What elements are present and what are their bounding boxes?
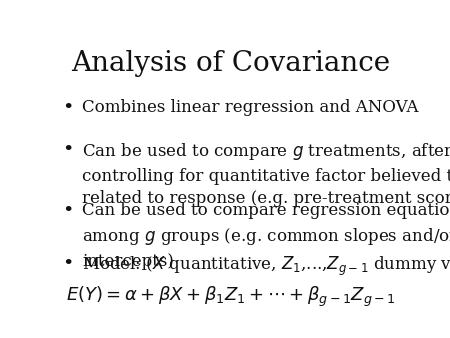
Text: •: •	[63, 202, 74, 220]
Text: Model: ($X$ quantitative, $Z_1$,...,$Z_{g-1}$ dummy variables): Model: ($X$ quantitative, $Z_1$,...,$Z_{…	[82, 255, 450, 279]
Text: •: •	[63, 99, 74, 117]
Text: $E(Y) = \alpha + \beta X + \beta_1 Z_1 + \cdots + \beta_{g-1} Z_{g-1}$: $E(Y) = \alpha + \beta X + \beta_1 Z_1 +…	[66, 285, 396, 309]
Text: •: •	[63, 141, 74, 159]
Text: Can be used to compare $g$ treatments, after
controlling for quantitative factor: Can be used to compare $g$ treatments, a…	[82, 141, 450, 208]
Text: •: •	[63, 255, 74, 273]
Text: Analysis of Covariance: Analysis of Covariance	[71, 50, 390, 77]
Text: Combines linear regression and ANOVA: Combines linear regression and ANOVA	[82, 99, 419, 116]
Text: Can be used to compare regression equations
among $g$ groups (e.g. common slopes: Can be used to compare regression equati…	[82, 202, 450, 269]
